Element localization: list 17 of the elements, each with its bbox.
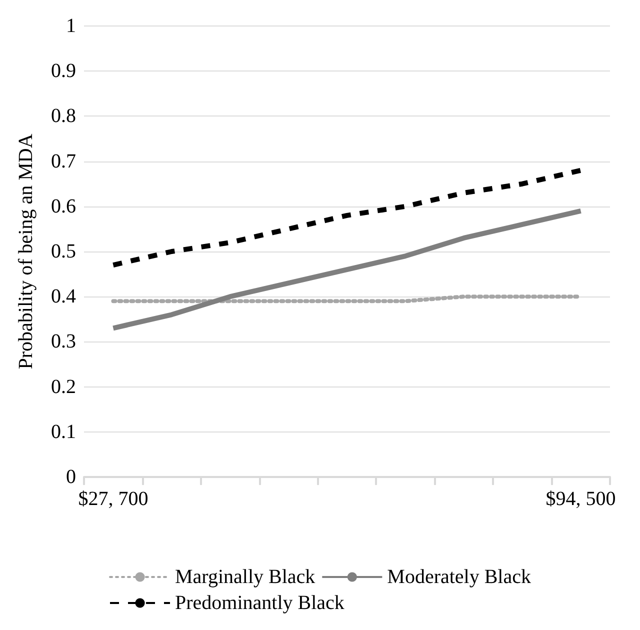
y-tick-label: 0.7 bbox=[51, 150, 76, 172]
x-tick-label: $94, 500 bbox=[546, 488, 616, 510]
legend-label: Moderately Black bbox=[387, 566, 532, 588]
y-axis-title: Probability of being an MDA bbox=[15, 133, 37, 370]
legend-label: Marginally Black bbox=[175, 566, 316, 588]
y-tick-label: 0.2 bbox=[51, 376, 76, 398]
y-tick-label: 1 bbox=[66, 15, 76, 37]
y-tick-label: 0.6 bbox=[51, 195, 76, 218]
y-tick-label: 0 bbox=[66, 466, 76, 488]
y-tick-label: 0.5 bbox=[51, 240, 76, 262]
y-tick-label: 0.3 bbox=[51, 330, 76, 353]
y-tick-label: 0.1 bbox=[51, 420, 76, 443]
y-tick-label: 0.9 bbox=[51, 60, 76, 82]
x-tick-label: $27, 700 bbox=[78, 488, 148, 510]
y-tick-label: 0.4 bbox=[51, 286, 76, 308]
y-tick-label: 0.8 bbox=[51, 105, 76, 128]
legend-label: Predominantly Black bbox=[175, 592, 344, 614]
